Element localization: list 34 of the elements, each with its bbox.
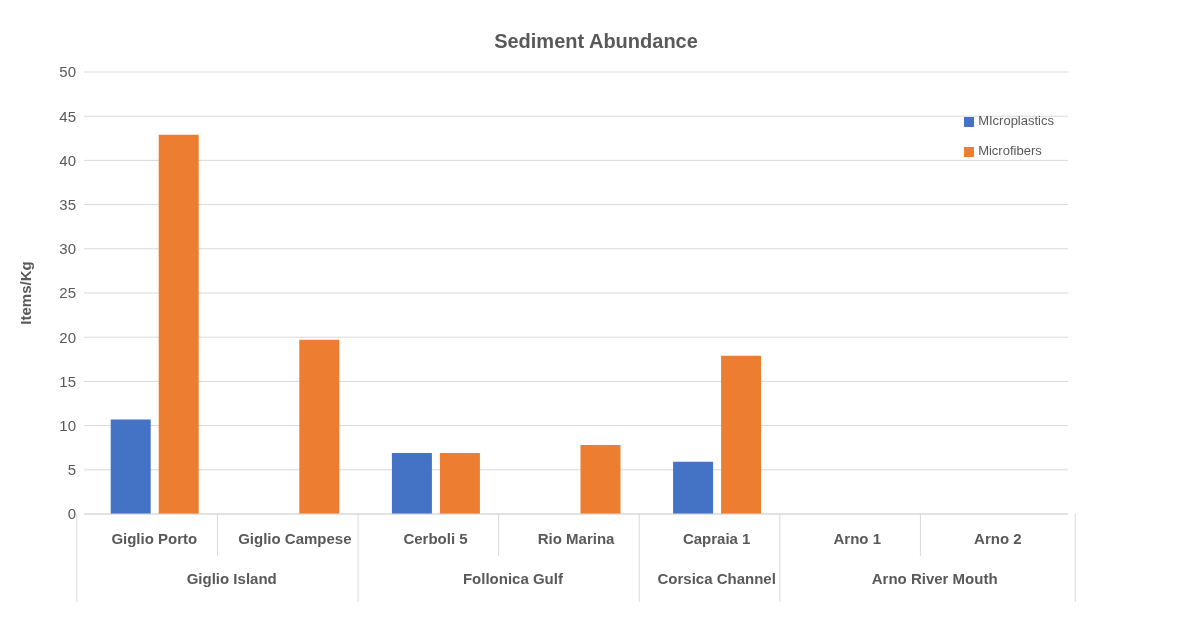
text: Corsica Channel [657, 570, 776, 587]
bar [673, 461, 714, 514]
x-tick-label: Arno 1 [833, 530, 882, 547]
x-tick-label: Giglio Campese [238, 530, 352, 547]
y-tick-label: 5 [67, 461, 76, 479]
x-tick-label: Arno 2 [974, 530, 1022, 547]
bar [391, 453, 432, 514]
bar [158, 134, 199, 514]
bar [580, 445, 621, 514]
y-tick-label: 0 [67, 505, 76, 523]
y-tick-label: 20 [59, 328, 76, 346]
bar [439, 453, 480, 514]
legend-label: MIcroplastics [978, 113, 1054, 128]
bar [299, 339, 340, 514]
x-tick-label: Giglio Porto [111, 530, 198, 547]
x-tick-label: Capraia 1 [682, 530, 751, 547]
chart-title: Sediment Abundance [493, 30, 699, 53]
y-tick-label: 40 [59, 151, 76, 169]
y-tick-label: 15 [59, 372, 76, 390]
y-tick-label: 30 [59, 240, 76, 258]
text: Giglio Island [186, 570, 277, 587]
legend-label: Microfibers [978, 143, 1042, 158]
x-tick-label: Rio Marina [537, 530, 616, 547]
bar [110, 419, 151, 514]
y-tick-label: 35 [59, 195, 76, 213]
text: Follonica Gulf [462, 570, 564, 587]
x-tick-label: Cerboli 5 [403, 530, 468, 547]
text: Arno River Mouth [871, 570, 998, 587]
y-tick-label: 50 [59, 63, 76, 81]
y-axis-title: Items/Kg [17, 261, 35, 325]
y-tick-label: 25 [59, 284, 76, 302]
y-tick-label: 10 [59, 416, 76, 434]
y-tick-label: 45 [59, 107, 76, 125]
bar [721, 355, 762, 514]
